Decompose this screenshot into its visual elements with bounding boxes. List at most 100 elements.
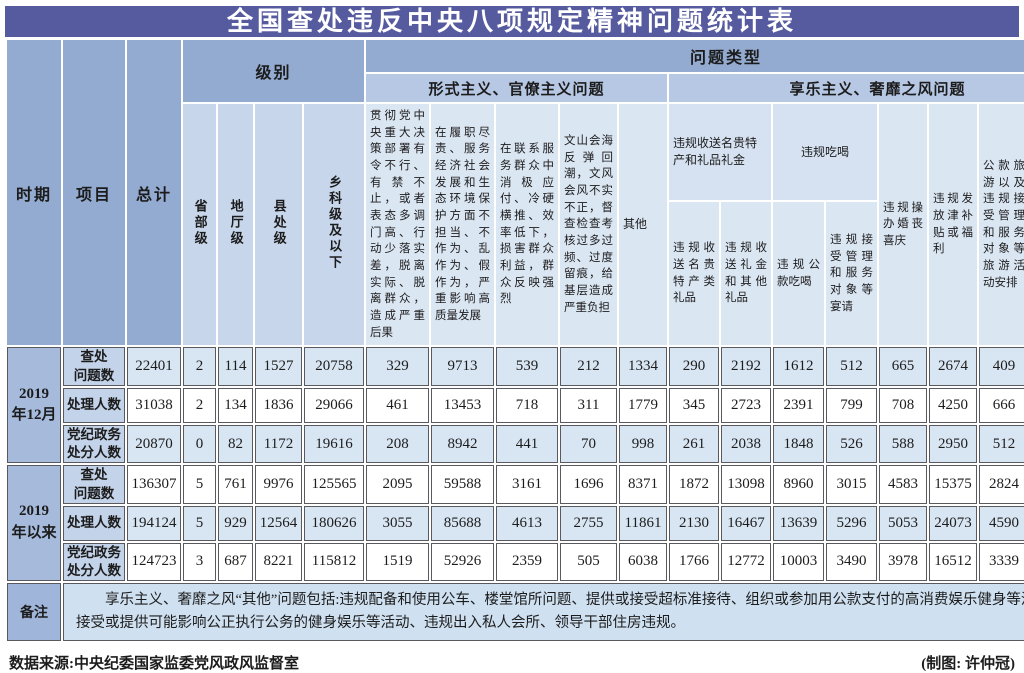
- table-row: 2019 年以来 查处 问题数 136307 5 761 9976 125565…: [7, 465, 1024, 582]
- header-formalism-col-3: 文山会海反弹回潮，文风会风不实不正，督查检查考核过多过频、过度留痕，给基层造成严…: [560, 104, 618, 346]
- value-cell: 2359: [496, 542, 559, 582]
- value-cell: 290: [669, 347, 720, 386]
- value-cell: 9713: [431, 347, 495, 386]
- value-cell: 82: [218, 424, 253, 464]
- value-cell: 12772: [721, 542, 772, 582]
- value-cell: 5: [183, 465, 216, 504]
- value-cell: 52926: [431, 542, 495, 582]
- value-cell: 687: [218, 542, 253, 582]
- value-cell: 85688: [431, 505, 495, 541]
- value-cell: 665: [879, 347, 928, 386]
- table-row: 党纪政务 处分人数 124723 3 687 8221 115812 1519 …: [7, 542, 1024, 582]
- value-cell: 22401: [127, 347, 181, 386]
- value-cell: 1334: [619, 347, 668, 386]
- value-cell: 136307: [127, 465, 181, 504]
- page: 全国查处违反中央八项规定精神问题统计表 时期 项目 总计 级别 问题类型 形式主…: [5, 6, 1024, 673]
- value-cell: 2: [183, 387, 216, 423]
- item-cell: 查处 问题数: [63, 465, 125, 504]
- value-cell: 3339: [979, 542, 1024, 582]
- value-cell: 5053: [879, 505, 928, 541]
- value-cell: 24073: [929, 505, 978, 541]
- header-formalism-col-2: 在联系服务群众中消极应付、冷硬横推、效率低下，损害群众利益，群众反映强烈: [496, 104, 559, 346]
- value-cell: 31038: [127, 387, 181, 423]
- value-cell: 345: [669, 387, 720, 423]
- header-problem-type-group: 问题类型: [366, 40, 1024, 72]
- header-item: 项目: [63, 40, 125, 346]
- value-cell: 998: [619, 424, 668, 464]
- value-cell: 588: [879, 424, 928, 464]
- header-tail-col-0: 违规操办婚丧喜庆: [879, 104, 928, 346]
- value-cell: 5296: [826, 505, 878, 541]
- value-cell: 1527: [255, 347, 302, 386]
- value-cell: 16512: [929, 542, 978, 582]
- value-cell: 2391: [773, 387, 825, 423]
- note-cell: 享乐主义、奢靡之风“其他”问题包括:违规配备和使用公车、楼堂馆所问题、提供或接受…: [63, 583, 1024, 642]
- note-text: 享乐主义、奢靡之风“其他”问题包括:违规配备和使用公车、楼堂馆所问题、提供或接受…: [76, 591, 1024, 632]
- value-cell: 505: [560, 542, 618, 582]
- item-cell: 党纪政务 处分人数: [63, 542, 125, 582]
- value-cell: 2824: [979, 465, 1024, 504]
- value-cell: 10003: [773, 542, 825, 582]
- value-cell: 180626: [304, 505, 365, 541]
- header-gifts-group: 违规收送名贵特产和礼品礼金: [669, 104, 772, 201]
- value-cell: 70: [560, 424, 618, 464]
- value-cell: 59588: [431, 465, 495, 504]
- header-level-2-text: 县处级: [271, 198, 287, 247]
- value-cell: 15375: [929, 465, 978, 504]
- value-cell: 208: [366, 424, 430, 464]
- value-cell: 8371: [619, 465, 668, 504]
- value-cell: 3: [183, 542, 216, 582]
- header-level-0: 省部级: [183, 104, 216, 346]
- value-cell: 1172: [255, 424, 302, 464]
- value-cell: 2095: [366, 465, 430, 504]
- value-cell: 1836: [255, 387, 302, 423]
- value-cell: 526: [826, 424, 878, 464]
- value-cell: 4250: [929, 387, 978, 423]
- value-cell: 441: [496, 424, 559, 464]
- table-row: 处理人数 31038 2 134 1836 29066 461 13453 71…: [7, 387, 1024, 423]
- value-cell: 261: [669, 424, 720, 464]
- header-gifts-col-1: 违规收送礼金和其他礼品: [721, 202, 772, 346]
- item-cell: 处理人数: [63, 387, 125, 423]
- value-cell: 539: [496, 347, 559, 386]
- value-cell: 1848: [773, 424, 825, 464]
- value-cell: 11861: [619, 505, 668, 541]
- header-formalism-col-0: 贯彻党中央重大决策部署有令不行、有禁不止，或者表态多调门高、行动少落实差，脱离实…: [366, 104, 430, 346]
- value-cell: 0: [183, 424, 216, 464]
- header-tail-col-2: 公款旅游以及违规接受管理和服务对象等旅游活动安排: [979, 104, 1024, 346]
- value-cell: 3978: [879, 542, 928, 582]
- value-cell: 409: [979, 347, 1024, 386]
- value-cell: 2: [183, 347, 216, 386]
- value-cell: 5: [183, 505, 216, 541]
- header-level-0-text: 省部级: [192, 198, 208, 247]
- value-cell: 329: [366, 347, 430, 386]
- value-cell: 512: [979, 424, 1024, 464]
- header-dining-col-1: 违规接受管理和服务对象等宴请: [826, 202, 878, 346]
- value-cell: 12564: [255, 505, 302, 541]
- value-cell: 3055: [366, 505, 430, 541]
- value-cell: 29066: [304, 387, 365, 423]
- note-label: 备注: [7, 583, 61, 642]
- value-cell: 13098: [721, 465, 772, 504]
- value-cell: 1766: [669, 542, 720, 582]
- value-cell: 8942: [431, 424, 495, 464]
- item-cell: 党纪政务 处分人数: [63, 424, 125, 464]
- value-cell: 3490: [826, 542, 878, 582]
- header-tail-col-1: 违规发放津补贴或福利: [929, 104, 978, 346]
- value-cell: 461: [366, 387, 430, 423]
- value-cell: 1872: [669, 465, 720, 504]
- value-cell: 708: [879, 387, 928, 423]
- value-cell: 115812: [304, 542, 365, 582]
- value-cell: 125565: [304, 465, 365, 504]
- value-cell: 929: [218, 505, 253, 541]
- value-cell: 3161: [496, 465, 559, 504]
- value-cell: 512: [826, 347, 878, 386]
- header-level-1: 地厅级: [218, 104, 253, 346]
- statistics-table: 时期 项目 总计 级别 问题类型 形式主义、官僚主义问题 享乐主义、奢靡之风问题…: [5, 38, 1024, 643]
- value-cell: 2130: [669, 505, 720, 541]
- value-cell: 4590: [979, 505, 1024, 541]
- period-cell: 2019 年以来: [7, 465, 61, 582]
- value-cell: 761: [218, 465, 253, 504]
- value-cell: 16467: [721, 505, 772, 541]
- value-cell: 3015: [826, 465, 878, 504]
